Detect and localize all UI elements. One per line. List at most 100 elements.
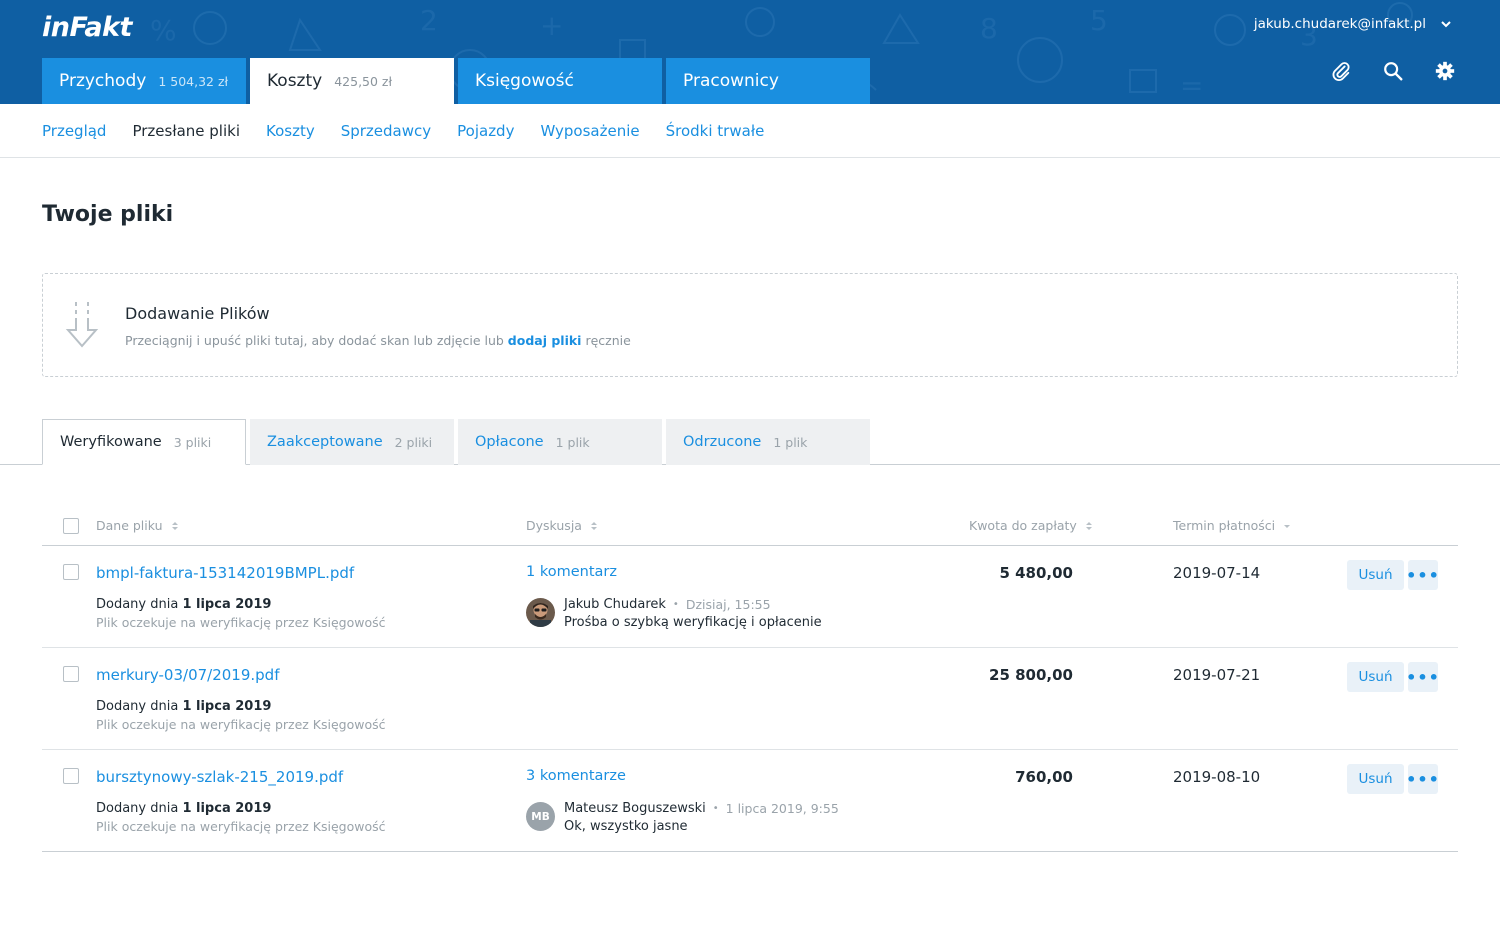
svg-text:%: %	[150, 14, 177, 47]
subnav-srodki-trwale[interactable]: Środki trwałe	[665, 121, 765, 140]
column-due-date[interactable]: Termin płatności	[1173, 518, 1291, 533]
comment-meta: Jakub Chudarek • Dzisiaj, 15:55	[564, 597, 771, 612]
subnav-przeglad[interactable]: Przegląd	[42, 121, 107, 140]
tab-count: 1 plik	[555, 434, 590, 450]
tab-count: 3 pliki	[173, 434, 212, 450]
tab-weryfikowane[interactable]: Weryfikowane 3 pliki	[42, 419, 246, 465]
subnav-przeslane-pliki[interactable]: Przesłane pliki	[132, 121, 240, 140]
tab-zaakceptowane[interactable]: Zaakceptowane 2 pliki	[250, 419, 454, 465]
separator-dot: •	[712, 803, 719, 814]
tab-label: Przychody	[59, 71, 147, 91]
file-status: Plik oczekuje na weryfikację przez Księg…	[96, 717, 386, 732]
sort-icon	[590, 521, 597, 530]
tab-label: Koszty	[267, 71, 323, 91]
file-name-link[interactable]: merkury-03/07/2019.pdf	[96, 666, 280, 684]
add-files-link[interactable]: dodaj pliki	[507, 333, 582, 348]
svg-text:3: 3	[1300, 19, 1318, 52]
avatar-photo	[526, 598, 555, 627]
row-checkbox[interactable]	[63, 666, 79, 682]
column-amount[interactable]: Kwota do zapłaty	[969, 518, 1093, 533]
more-options-button[interactable]: •••	[1406, 662, 1439, 692]
top-header: %7+ ÷8= 325 inFakt jakub.chudarek@infakt…	[0, 0, 1500, 104]
tab-amount: 1 504,32 zł	[158, 73, 229, 89]
added-date: Dodany dnia 1 lipca 2019	[96, 699, 271, 714]
amount-value: 25 800,00	[989, 666, 1073, 684]
more-options-button[interactable]: •••	[1406, 560, 1439, 590]
dropzone-title: Dodawanie Plików	[125, 304, 270, 323]
chevron-down-icon[interactable]	[1440, 18, 1452, 30]
added-date: Dodany dnia 1 lipca 2019	[96, 801, 271, 816]
subnav-koszty[interactable]: Koszty	[266, 121, 315, 140]
main-tabs: Przychody 1 504,32 zł Koszty 425,50 zł K…	[42, 58, 870, 104]
tab-pracownicy[interactable]: Pracownicy	[666, 58, 870, 104]
tab-koszty[interactable]: Koszty 425,50 zł	[250, 58, 454, 104]
comment-text: Prośba o szybką weryfikację i opłacenie	[564, 615, 822, 630]
column-amount-label: Kwota do zapłaty	[969, 518, 1077, 533]
app-logo[interactable]: inFakt	[42, 12, 132, 43]
column-due-label: Termin płatności	[1173, 518, 1276, 533]
comment-time: Dzisiaj, 15:55	[685, 597, 771, 612]
tab-amount: 425,50 zł	[334, 73, 393, 89]
separator-dot: •	[672, 599, 679, 610]
added-prefix: Dodany dnia	[96, 597, 183, 612]
delete-button[interactable]: Usuń	[1347, 560, 1404, 590]
due-date: 2019-08-10	[1173, 768, 1261, 786]
tab-label: Pracownicy	[683, 71, 779, 91]
added-prefix: Dodany dnia	[96, 801, 183, 816]
file-name-link[interactable]: bursztynowy-szlak-215_2019.pdf	[96, 768, 344, 786]
added-date-value: 1 lipca 2019	[182, 699, 272, 714]
dropzone-text: Przeciągnij i upuść pliki tutaj, aby dod…	[125, 333, 508, 348]
table-row: merkury-03/07/2019.pdf Dodany dnia 1 lip…	[42, 648, 1458, 750]
sort-icon	[1085, 521, 1092, 530]
column-discussion[interactable]: Dyskusja	[526, 518, 598, 533]
column-discussion-label: Dyskusja	[526, 518, 582, 533]
comments-link[interactable]: 1 komentarz	[526, 564, 617, 580]
status-tabs: Weryfikowane 3 pliki Zaakceptowane 2 pli…	[0, 419, 1500, 465]
tab-ksiegowosc[interactable]: Księgowość	[458, 58, 662, 104]
dropzone-description: Przeciągnij i upuść pliki tutaj, aby dod…	[125, 333, 631, 348]
search-icon[interactable]	[1382, 60, 1404, 82]
comment-text: Ok, wszystko jasne	[564, 819, 688, 834]
tab-count: 1 plik	[773, 434, 808, 450]
gear-icon[interactable]	[1434, 60, 1456, 82]
column-file[interactable]: Dane pliku	[96, 518, 179, 533]
table-header: Dane pliku Dyskusja Kwota do zapłaty Ter…	[42, 506, 1458, 546]
subnav-sprzedawcy[interactable]: Sprzedawcy	[340, 121, 432, 140]
row-checkbox[interactable]	[63, 768, 79, 784]
dropzone-text-end: ręcznie	[581, 333, 631, 348]
table-row: bmpl-faktura-153142019BMPL.pdf Dodany dn…	[42, 546, 1458, 648]
added-date: Dodany dnia 1 lipca 2019	[96, 597, 271, 612]
page-title: Twoje pliki	[42, 202, 174, 227]
comments-link[interactable]: 3 komentarze	[526, 768, 626, 784]
added-date-value: 1 lipca 2019	[182, 597, 272, 612]
user-email[interactable]: jakub.chudarek@infakt.pl	[1253, 16, 1426, 32]
tab-label: Zaakceptowane	[267, 434, 383, 450]
added-prefix: Dodany dnia	[96, 699, 183, 714]
tab-przychody[interactable]: Przychody 1 504,32 zł	[42, 58, 246, 104]
amount-value: 760,00	[1015, 768, 1073, 786]
header-icons	[1330, 60, 1456, 82]
delete-button[interactable]: Usuń	[1347, 662, 1404, 692]
row-checkbox[interactable]	[63, 564, 79, 580]
comment-time: 1 lipca 2019, 9:55	[725, 801, 839, 816]
due-date: 2019-07-14	[1173, 564, 1261, 582]
sub-navigation: Przegląd Przesłane pliki Koszty Sprzedaw…	[0, 104, 1500, 158]
user-menu[interactable]: jakub.chudarek@infakt.pl	[1254, 16, 1452, 32]
select-all-checkbox[interactable]	[63, 518, 79, 534]
tab-oplacone[interactable]: Opłacone 1 plik	[458, 419, 662, 465]
svg-text:8: 8	[980, 12, 998, 45]
subnav-wyposazenie[interactable]: Wyposażenie	[540, 121, 640, 140]
file-name-link[interactable]: bmpl-faktura-153142019BMPL.pdf	[96, 564, 355, 582]
more-options-button[interactable]: •••	[1406, 764, 1439, 794]
subnav-pojazdy[interactable]: Pojazdy	[457, 121, 515, 140]
download-arrow-icon	[65, 302, 99, 348]
file-dropzone[interactable]: Dodawanie Plików Przeciągnij i upuść pli…	[42, 273, 1458, 377]
comment-meta: Mateusz Boguszewski • 1 lipca 2019, 9:55	[564, 801, 839, 816]
tab-label: Księgowość	[475, 71, 574, 91]
added-date-value: 1 lipca 2019	[182, 801, 272, 816]
tab-odrzucone[interactable]: Odrzucone 1 plik	[666, 419, 870, 465]
delete-button[interactable]: Usuń	[1347, 764, 1404, 794]
svg-text:2: 2	[420, 4, 438, 37]
tab-label: Odrzucone	[683, 434, 762, 450]
paperclip-icon[interactable]	[1330, 60, 1352, 82]
